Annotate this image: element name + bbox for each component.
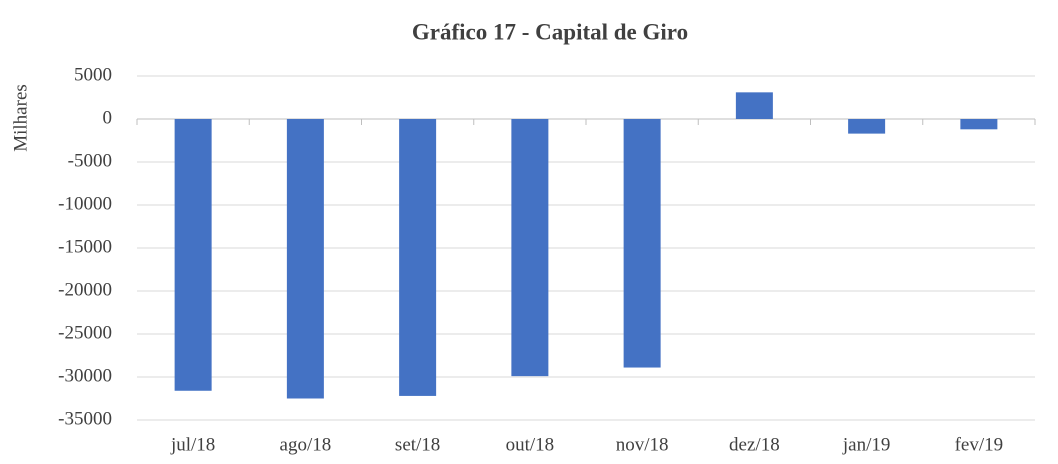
x-tick-label: nov/18: [616, 434, 669, 455]
y-tick-label: -35000: [58, 408, 112, 429]
y-tick-label: -15000: [58, 236, 112, 257]
y-tick-label: 0: [103, 107, 113, 128]
y-axis-label: Milhares: [10, 84, 31, 152]
bar: [848, 119, 886, 134]
x-tick-label: ago/18: [280, 434, 332, 455]
chart-title: Gráfico 17 - Capital de Giro: [412, 19, 688, 44]
y-tick-label: -20000: [58, 279, 112, 300]
bar: [399, 119, 437, 396]
x-tick-label: dez/18: [729, 434, 780, 455]
bar: [286, 119, 324, 399]
x-tick-label: fev/19: [955, 434, 1004, 455]
bar: [960, 119, 998, 130]
x-tick-label: set/18: [395, 434, 440, 455]
y-tick-label: -10000: [58, 193, 112, 214]
bar: [623, 119, 661, 368]
bar: [511, 119, 549, 377]
x-tick-label: out/18: [506, 434, 555, 455]
y-tick-label: -5000: [68, 150, 112, 171]
x-tick-label: jul/18: [170, 434, 215, 455]
x-tick-label: jan/19: [842, 434, 891, 455]
y-tick-label: -30000: [58, 365, 112, 386]
bar: [735, 92, 773, 119]
y-tick-label: 5000: [74, 64, 112, 85]
y-tick-label: -25000: [58, 322, 112, 343]
bar: [174, 119, 212, 391]
